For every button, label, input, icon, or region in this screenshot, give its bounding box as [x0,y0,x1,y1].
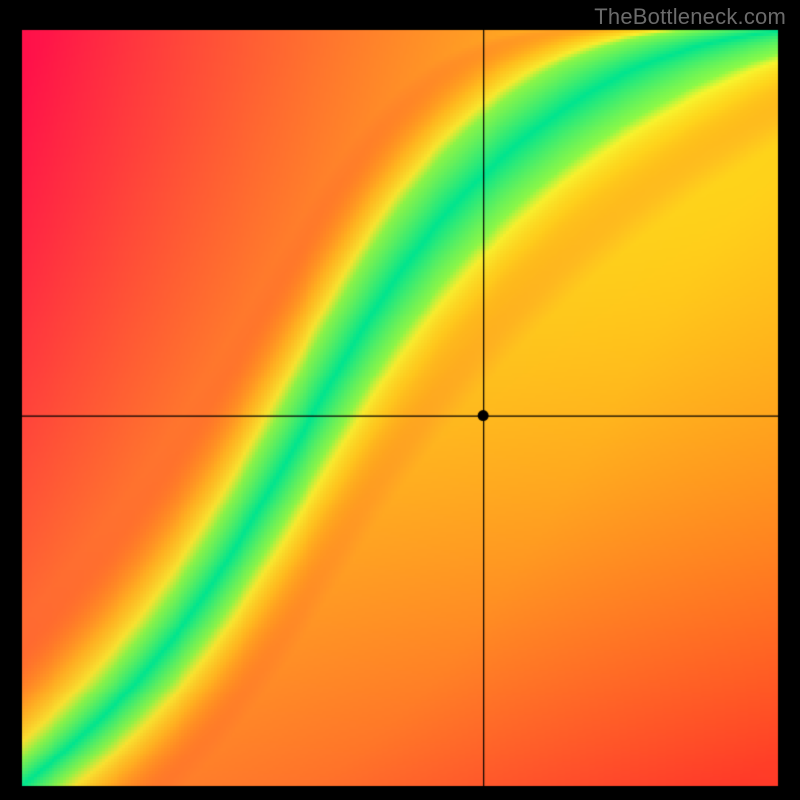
heatmap-canvas [0,0,800,800]
chart-root: TheBottleneck.com [0,0,800,800]
